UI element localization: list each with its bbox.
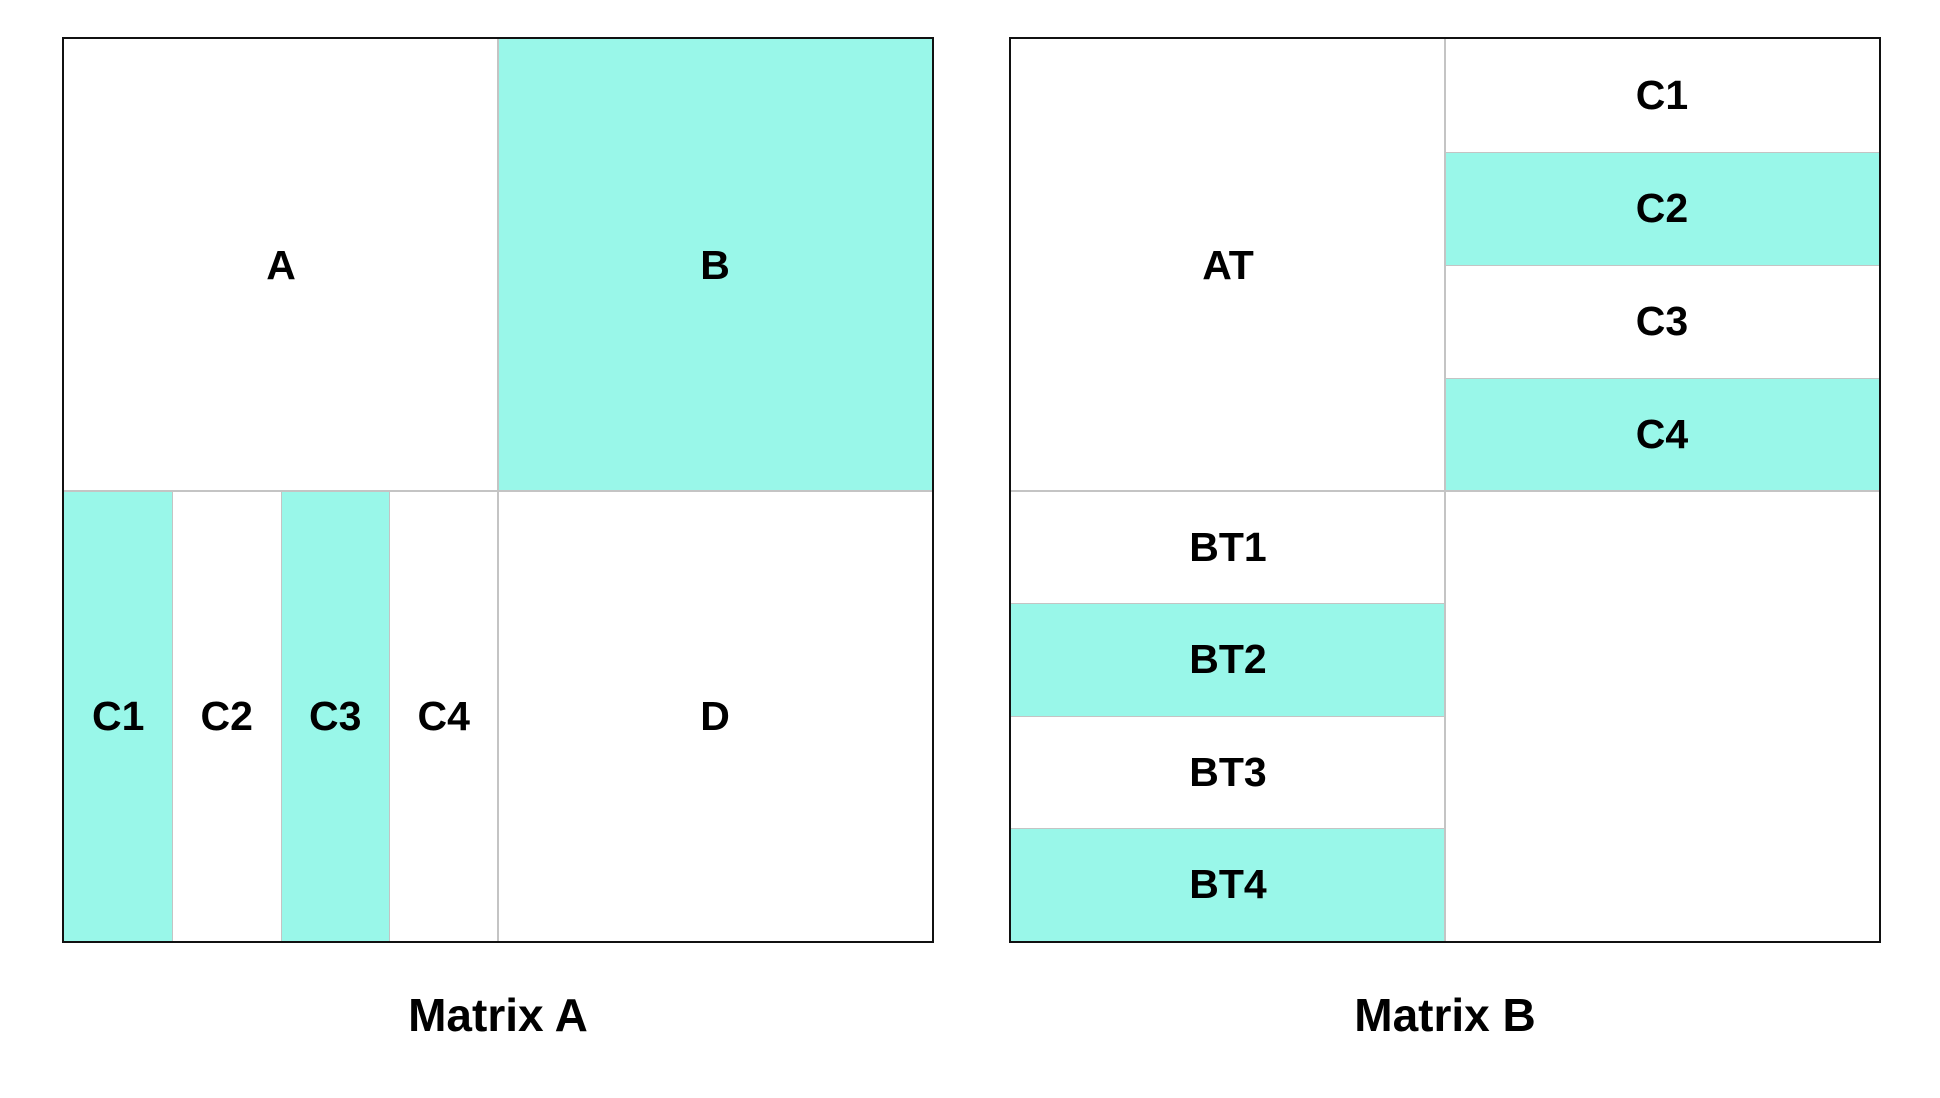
matrix-a-horizontal-divider: [64, 490, 932, 492]
matrix-b-row-c4-label: C4: [1635, 411, 1689, 457]
matrix-a-block-b: B: [498, 39, 932, 491]
matrix-b-row-bt3-label: BT3: [1189, 748, 1267, 795]
matrix-b-row-bt3: BT3: [1011, 716, 1445, 829]
matrix-b-block-at-label: AT: [1202, 241, 1254, 288]
matrix-b-row-c1-label: C1: [1635, 72, 1689, 118]
matrix-b-row-divider: [1011, 715, 1445, 717]
matrix-b-row-c3: C3: [1445, 265, 1879, 378]
matrix-a-caption: Matrix A: [408, 989, 588, 1041]
matrix-b-row-divider: [1445, 264, 1879, 266]
matrix-a-column-divider: [280, 491, 282, 941]
matrix-a-column-c1-label: C1: [92, 692, 145, 739]
matrix-a-column-c4-label: C4: [417, 692, 470, 739]
matrix-b-block-at: AT: [1011, 39, 1445, 491]
matrix-b-row-bt1: BT1: [1011, 491, 1445, 604]
matrix-a-column-c2: C2: [172, 491, 281, 941]
matrix-a-column-c3: C3: [281, 491, 390, 941]
matrix-b-row-divider: [1011, 828, 1445, 829]
matrix-b-horizontal-divider: [1011, 490, 1879, 492]
matrix-b-row-bt2-label: BT2: [1189, 636, 1267, 683]
matrix-a-column-c1: C1: [64, 491, 173, 941]
matrix-a-block-a-label: A: [266, 241, 296, 288]
matrix-a-column-c2-label: C2: [200, 692, 253, 739]
matrix-b-row-bt2: BT2: [1011, 603, 1445, 716]
matrix-b-caption: Matrix B: [1354, 989, 1536, 1041]
matrix-a-column-divider: [172, 491, 173, 941]
matrix-b-row-bt4-label: BT4: [1189, 861, 1267, 908]
matrix-b-row-divider: [1011, 603, 1445, 604]
matrix-b-row-divider: [1445, 151, 1879, 153]
matrix-a-block-b-label: B: [700, 241, 730, 288]
matrix-a-block-a: A: [64, 39, 498, 491]
matrix-b-diagram: AT C1 C2 C3 C4 BT1 BT2 BT3 BT4: [1009, 37, 1881, 943]
matrix-b-row-c2-label: C2: [1635, 185, 1689, 231]
matrix-a-column-divider: [389, 491, 390, 941]
matrix-b-row-divider: [1445, 377, 1879, 379]
matrix-b-row-c2: C2: [1445, 152, 1879, 265]
matrix-b-row-c3-label: C3: [1635, 298, 1689, 344]
matrix-b-row-c1: C1: [1445, 39, 1879, 152]
matrix-a-block-d-label: D: [700, 692, 730, 739]
matrix-b-row-c4: C4: [1445, 378, 1879, 491]
matrix-b-row-bt1-label: BT1: [1189, 523, 1267, 570]
matrix-b-row-bt4: BT4: [1011, 828, 1445, 941]
matrix-a-block-d: D: [498, 491, 932, 941]
matrix-a-column-c3-label: C3: [309, 692, 362, 739]
matrix-a-column-c4: C4: [389, 491, 498, 941]
matrix-b-block-empty: [1445, 491, 1879, 941]
matrix-a-diagram: A B C1 C2 C3 C4 D: [62, 37, 934, 943]
